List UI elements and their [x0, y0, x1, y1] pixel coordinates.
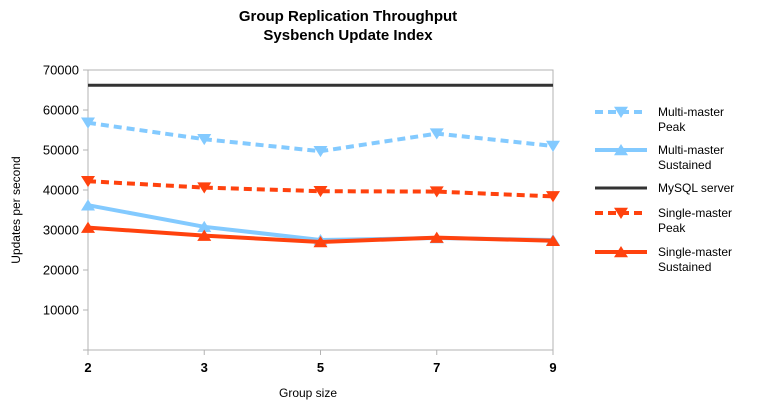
legend-label: Sustained	[658, 260, 711, 274]
data-point-multi-master-peak	[546, 140, 560, 152]
data-point-single-master-peak	[429, 186, 444, 198]
x-tick-label: 7	[433, 360, 440, 375]
legend: Multi-masterPeakMulti-masterSustainedMyS…	[595, 105, 734, 274]
legend-marker	[614, 144, 628, 156]
legend-marker	[614, 246, 628, 258]
y-tick-label: 70000	[43, 63, 79, 78]
legend-item-mysql-server: MySQL server	[595, 181, 734, 195]
y-axis-ticks: 10000 20000 30000 40000 50000 60000 70000	[43, 63, 88, 351]
data-point-multi-master-peak	[429, 128, 444, 140]
legend-marker	[614, 207, 628, 219]
y-tick-label: 40000	[43, 183, 79, 198]
data-point-multi-master-peak	[81, 117, 95, 129]
x-tick-label: 9	[549, 360, 556, 375]
data-point-single-master-peak	[546, 191, 560, 203]
x-axis-label: Group size	[279, 386, 337, 400]
plot-area	[87, 69, 554, 351]
data-point-multi-master-sustained	[197, 220, 212, 233]
data-point-single-master-peak	[313, 185, 328, 198]
series-layer	[81, 83, 560, 248]
legend-label: Multi-master	[658, 143, 724, 157]
legend-label: Peak	[658, 120, 686, 134]
chart-title: Group Replication Throughput	[239, 8, 457, 25]
x-tick-label: 3	[201, 360, 208, 375]
legend-label: Peak	[658, 221, 686, 235]
series-multi-master-peak	[81, 117, 560, 158]
x-tick-label: 2	[84, 360, 91, 375]
y-tick-label: 30000	[43, 223, 79, 238]
y-axis-label: Updates per second	[9, 156, 23, 263]
data-point-single-master-sustained	[313, 236, 328, 248]
series-single-master-sustained	[81, 221, 560, 248]
data-point-single-master-peak	[81, 175, 95, 188]
legend-label: MySQL server	[658, 181, 734, 195]
data-point-single-master-sustained	[197, 229, 212, 241]
data-point-multi-master-sustained	[81, 199, 95, 211]
y-tick-label: 60000	[43, 103, 79, 118]
series-single-master-peak	[81, 175, 560, 203]
legend-marker	[614, 106, 628, 118]
data-point-single-master-peak	[197, 182, 212, 194]
x-tick-label: 5	[317, 360, 324, 375]
data-point-single-master-sustained	[429, 231, 444, 243]
y-tick-label: 10000	[43, 303, 79, 318]
chart-subtitle: Sysbench Update Index	[263, 27, 433, 44]
legend-label: Single-master	[658, 245, 732, 259]
data-point-single-master-sustained	[81, 221, 95, 233]
y-tick-label: 20000	[43, 263, 79, 278]
data-point-multi-master-peak	[313, 145, 328, 158]
x-axis-ticks: 2 3 5 7 9	[84, 350, 557, 375]
legend-label: Single-master	[658, 206, 732, 220]
y-tick-label: 50000	[43, 143, 79, 158]
legend-label: Sustained	[658, 158, 711, 172]
legend-label: Multi-master	[658, 105, 724, 119]
data-point-single-master-sustained	[546, 234, 560, 247]
data-point-multi-master-peak	[197, 133, 212, 146]
